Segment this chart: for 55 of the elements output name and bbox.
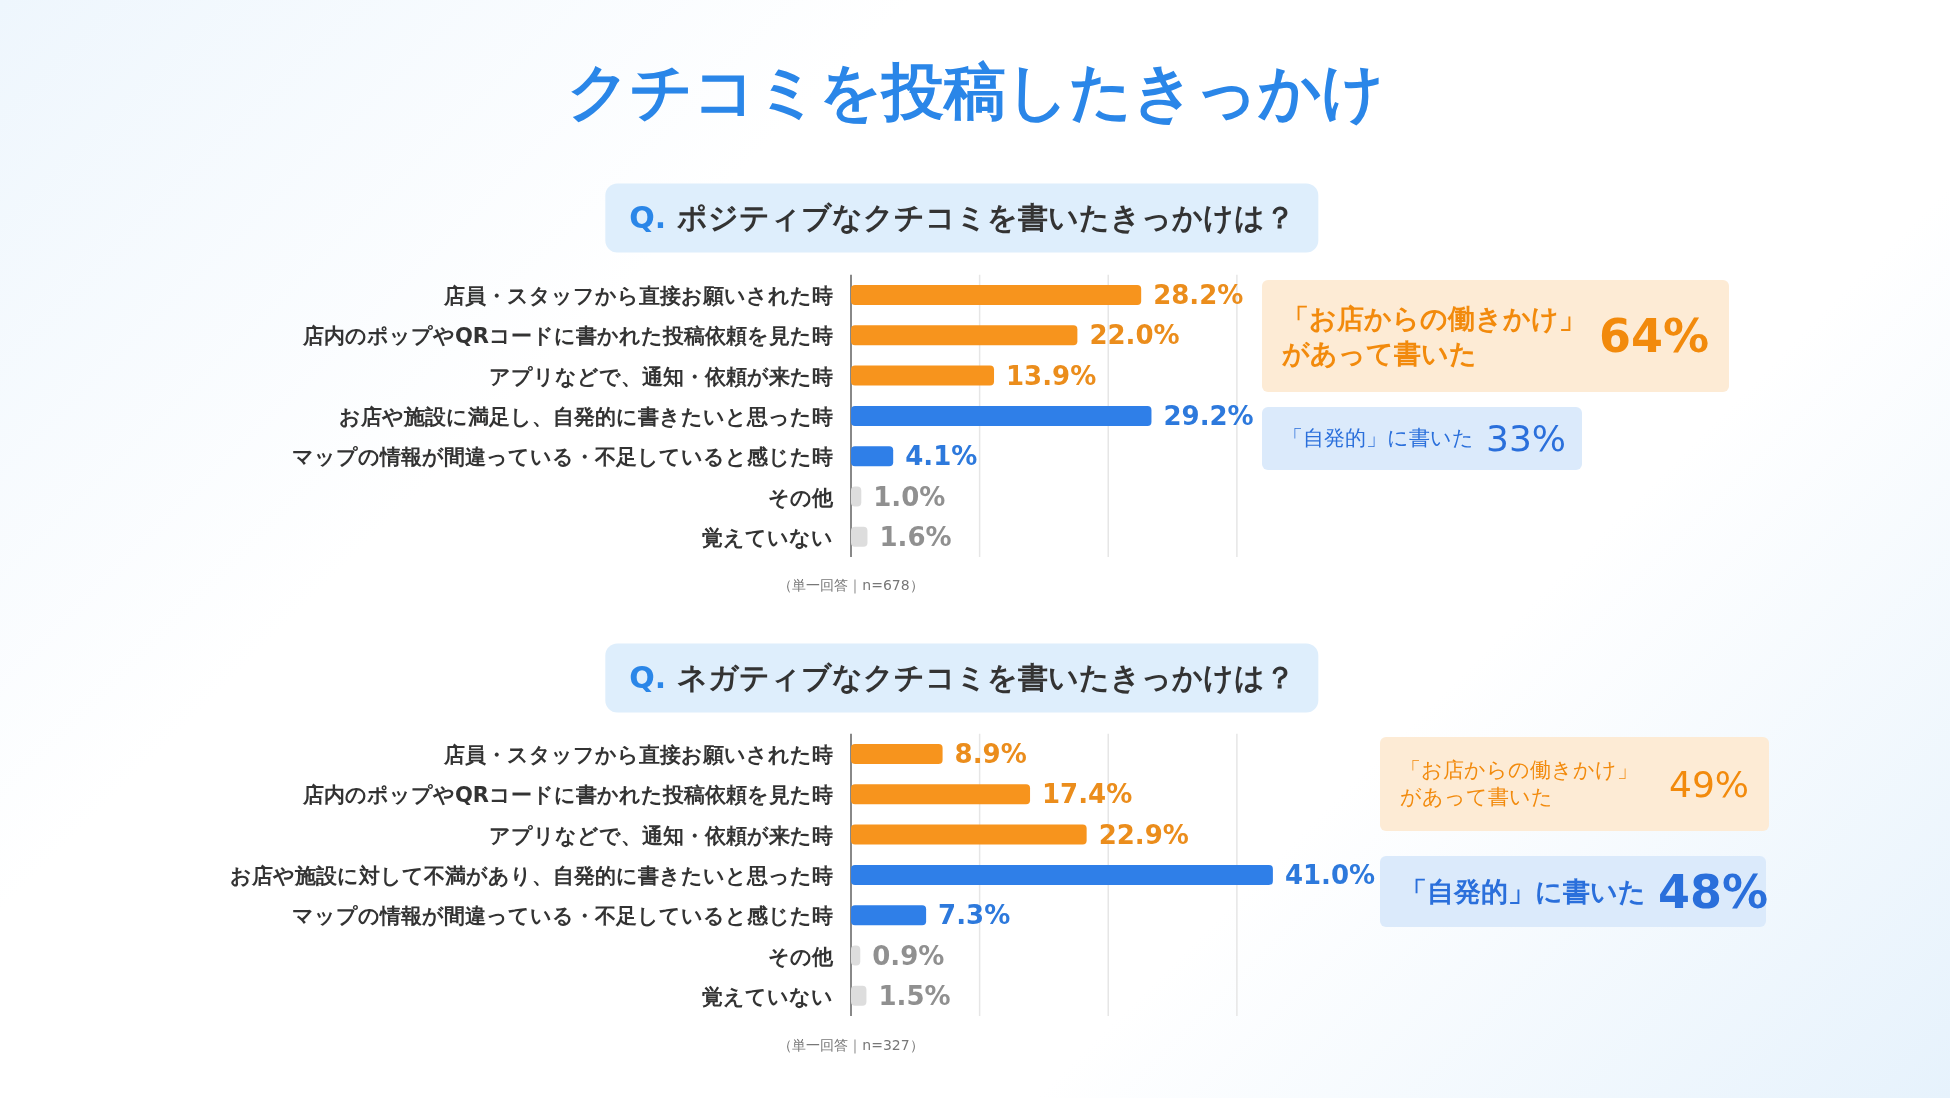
data-label: 0.9% bbox=[872, 940, 945, 971]
text: 33% bbox=[1486, 418, 1567, 459]
data-label: 13.9% bbox=[1006, 360, 1097, 391]
bar bbox=[851, 744, 943, 764]
text: 「自発的」に書いた bbox=[1400, 874, 1646, 909]
data-label: 41.0% bbox=[1284, 859, 1376, 890]
data-label: 1.6% bbox=[879, 521, 952, 552]
bar bbox=[851, 864, 1273, 885]
y-tick-label: 店員・スタッフから直接お願いされた時 bbox=[443, 284, 833, 308]
data-label: 17.4% bbox=[1042, 779, 1133, 810]
bar bbox=[851, 985, 867, 1006]
y-tick-label: その他 bbox=[768, 944, 834, 969]
bar bbox=[851, 945, 861, 966]
y-tick-label: アプリなどで、通知・依頼が来た時 bbox=[489, 364, 833, 389]
y-tick-label: 店員・スタッフから直接お願いされた時 bbox=[443, 743, 833, 767]
data-label: 22.0% bbox=[1089, 320, 1180, 351]
bar bbox=[851, 446, 894, 467]
bar bbox=[851, 365, 995, 386]
y-tick-label: その他 bbox=[768, 485, 834, 510]
y-tick-label: 店内のポップやQRコードに書かれた投稿依頼を見た時 bbox=[301, 783, 833, 808]
bar bbox=[851, 285, 1142, 305]
bar bbox=[851, 486, 862, 507]
text: 「お店からの働きかけ」があって書いた bbox=[1282, 301, 1587, 371]
chart-subtitle: Q. ネガティブなクチコミを書いたきっかけは？ bbox=[605, 643, 1319, 713]
data-label: 28.2% bbox=[1153, 280, 1244, 310]
data-label: 4.1% bbox=[905, 441, 978, 472]
y-tick-label: マップの情報が間違っている・不足していると感じた時 bbox=[292, 445, 833, 470]
y-tick-label: 覚えていない bbox=[702, 525, 833, 550]
bar bbox=[851, 905, 927, 926]
chart-subtitle: Q. ポジティブなクチコミを書いたきっかけは？ bbox=[605, 183, 1319, 253]
text: 「自発的」に書いた bbox=[1282, 424, 1474, 452]
chart-title: クチコミを投稿したきっかけ bbox=[565, 54, 1385, 130]
bar bbox=[851, 405, 1152, 426]
data-label: 7.3% bbox=[938, 900, 1011, 931]
y-tick-label: お店や施設に満足し、自発的に書きたいと思った時 bbox=[339, 404, 833, 429]
data-label: 1.5% bbox=[878, 980, 951, 1011]
text: 「お店からの働きかけ」があって書いた bbox=[1400, 756, 1639, 811]
bar bbox=[851, 526, 868, 547]
text: 48% bbox=[1658, 864, 1769, 919]
text: （単一回答｜n=678） bbox=[778, 577, 924, 595]
data-label: 22.9% bbox=[1098, 819, 1189, 850]
y-tick-label: お店や施設に対して不満があり、自発的に書きたいと思った時 bbox=[230, 863, 833, 888]
data-label: 8.9% bbox=[954, 739, 1027, 769]
y-tick-label: 店内のポップやQRコードに書かれた投稿依頼を見た時 bbox=[301, 324, 833, 349]
data-label: 1.0% bbox=[873, 481, 946, 512]
bar bbox=[851, 325, 1078, 346]
y-tick-label: 覚えていない bbox=[702, 984, 833, 1009]
bar bbox=[851, 824, 1087, 845]
y-tick-label: アプリなどで、通知・依頼が来た時 bbox=[489, 823, 833, 848]
text: 49% bbox=[1668, 763, 1749, 805]
y-tick-label: マップの情報が間違っている・不足していると感じた時 bbox=[292, 904, 833, 929]
text: 64% bbox=[1598, 309, 1709, 363]
text: （単一回答｜n=327） bbox=[778, 1037, 924, 1055]
bar bbox=[851, 784, 1031, 805]
data-label: 29.2% bbox=[1163, 400, 1254, 431]
